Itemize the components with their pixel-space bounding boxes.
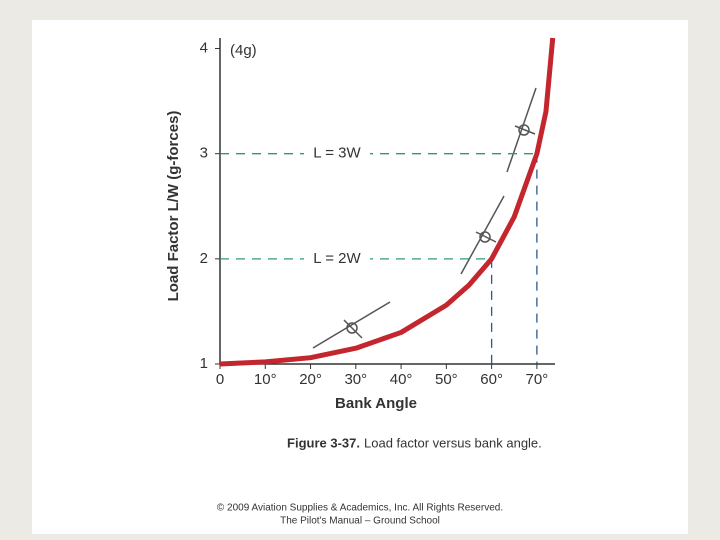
- y-tick-label: 4: [200, 39, 208, 56]
- footer-line: The Pilot's Manual – Ground School: [280, 516, 440, 527]
- x-tick-label: 60°: [480, 371, 503, 388]
- label-bg: [304, 248, 370, 269]
- x-tick-label: 30°: [344, 371, 367, 388]
- x-tick-label: 50°: [435, 371, 458, 388]
- caption-label: Figure 3-37.: [287, 435, 360, 450]
- x-axis-title: Bank Angle: [335, 395, 417, 412]
- airplane-icons: [312, 87, 537, 349]
- reference-label: L = 3W: [313, 145, 361, 162]
- y-tick-label: 1: [200, 355, 208, 372]
- x-tick-label: 70°: [526, 371, 549, 388]
- label-bg: [304, 143, 370, 164]
- footer-line: © 2009 Aviation Supplies & Academics, In…: [217, 503, 503, 514]
- x-tick-label: 0: [216, 371, 224, 388]
- x-tick-label: 40°: [390, 371, 413, 388]
- curve: [219, 37, 556, 367]
- y-tick-label: 3: [200, 145, 208, 162]
- y-tick-label: 2: [200, 250, 208, 267]
- reference-label: L = 2W: [313, 250, 361, 267]
- annotation: (4g): [230, 42, 257, 59]
- caption-text: Load factor versus bank angle.: [364, 435, 542, 450]
- y-axis-title: Load Factor L/W (g-forces): [165, 111, 182, 302]
- x-tick-label: 10°: [254, 371, 277, 388]
- x-tick-label: 20°: [299, 371, 322, 388]
- panel: [32, 20, 688, 534]
